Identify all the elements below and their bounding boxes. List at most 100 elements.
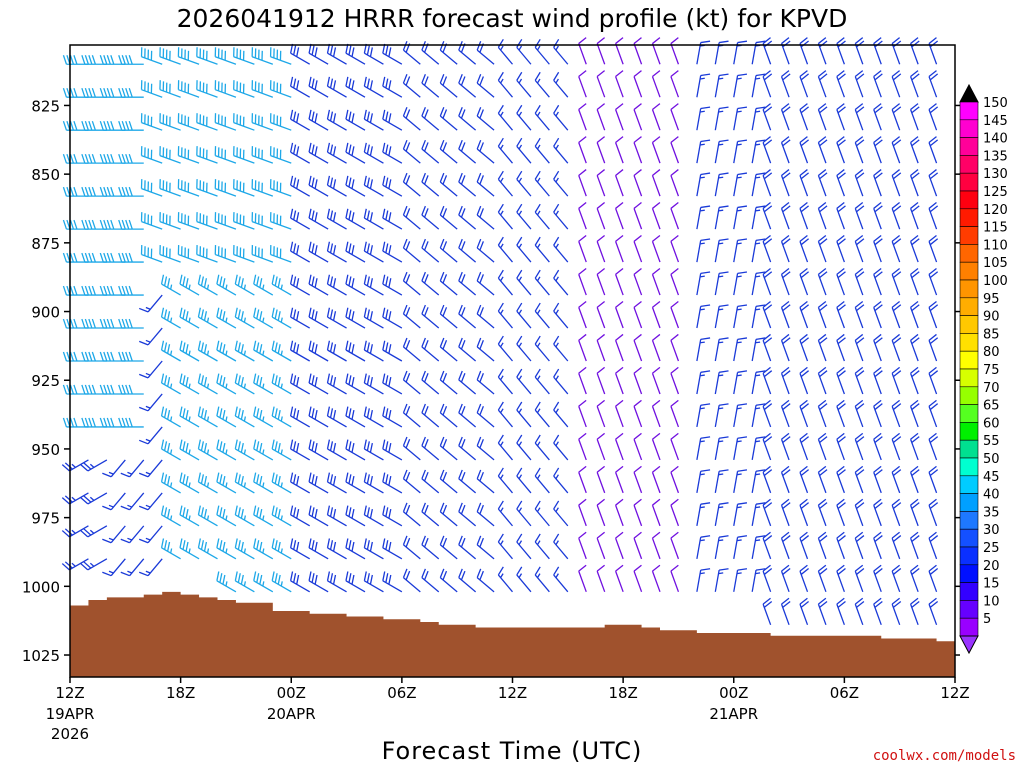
- colorbar-swatch: [959, 511, 979, 530]
- wind-barb-shaft: [553, 112, 569, 131]
- wind-barb-shaft: [836, 406, 845, 428]
- colorbar-label: 115: [983, 221, 1008, 236]
- wind-barb-feather: [670, 399, 679, 407]
- wind-barb-feather: [837, 40, 846, 48]
- wind-barb-feather: [633, 234, 642, 242]
- wind-barb: [118, 186, 144, 197]
- wind-barb-half-feather: [718, 176, 724, 179]
- wind-barb: [476, 535, 495, 560]
- wind-barb: [780, 70, 791, 98]
- wind-barb: [253, 340, 274, 362]
- wind-barb-feather: [84, 417, 89, 428]
- wind-barb-shaft: [497, 574, 513, 593]
- wind-barb-feather: [405, 405, 411, 416]
- wind-barb-shaft: [364, 85, 384, 98]
- wind-barb-half-feather: [736, 242, 742, 245]
- wind-barb-feather: [293, 507, 297, 517]
- wind-barb-feather: [800, 502, 810, 509]
- wind-barb-feather: [103, 351, 108, 362]
- wind-barb-half-feather: [699, 77, 705, 80]
- wind-barb-feather: [652, 234, 661, 242]
- wind-barb: [714, 106, 729, 131]
- wind-barb-shaft: [497, 46, 513, 65]
- wind-barb: [234, 505, 255, 527]
- wind-barb-feather: [856, 238, 865, 246]
- wind-barb-shaft: [234, 580, 255, 593]
- wind-barb-feather: [405, 241, 411, 251]
- wind-barb-feather: [615, 465, 624, 473]
- wind-barb-shaft: [476, 82, 495, 98]
- wind-barb: [326, 571, 347, 593]
- wind-barb-feather: [873, 37, 882, 45]
- wind-barb-feather: [755, 469, 766, 472]
- wind-barb-feather: [293, 210, 297, 220]
- wind-barb-feather: [423, 438, 429, 449]
- wind-barb-feather: [311, 78, 315, 89]
- wind-barb-feather: [259, 278, 263, 288]
- wind-barb-feather: [366, 45, 370, 56]
- wind-barb-half-feather: [718, 209, 724, 212]
- wind-barb-feather: [719, 469, 729, 472]
- colorbar-swatch: [959, 101, 979, 121]
- wind-barb: [516, 104, 532, 131]
- wind-barb-feather: [388, 311, 392, 321]
- wind-barb-feather: [73, 351, 78, 362]
- wind-barb: [928, 267, 939, 296]
- wind-barb-feather: [332, 146, 337, 156]
- wind-barb: [382, 241, 403, 263]
- wind-barb-feather: [234, 571, 238, 581]
- wind-barb-feather: [516, 236, 523, 246]
- wind-barb: [476, 271, 495, 296]
- wind-barb-feather: [578, 70, 587, 78]
- wind-barb-feather: [700, 271, 711, 275]
- wind-barb: [159, 113, 181, 131]
- wind-barb: [382, 538, 403, 560]
- wind-barb: [234, 538, 255, 560]
- wind-barb-feather: [332, 113, 337, 123]
- wind-barb-shaft: [751, 306, 757, 329]
- colorbar-swatch: [959, 333, 979, 352]
- wind-barb: [909, 169, 920, 197]
- wind-barb: [80, 492, 108, 505]
- wind-barb-feather: [578, 531, 587, 539]
- wind-barb-feather: [103, 384, 108, 395]
- wind-barb-shaft: [670, 439, 680, 461]
- wind-barb-shaft: [817, 504, 827, 527]
- wind-barb-shaft: [836, 274, 845, 296]
- wind-barb: [553, 368, 569, 395]
- wind-barb-shaft: [497, 244, 513, 263]
- wind-barb-feather: [891, 333, 900, 341]
- wind-barb: [326, 538, 347, 560]
- wind-barb-feather: [363, 208, 367, 219]
- wind-barb-feather: [329, 507, 334, 517]
- wind-barb: [733, 139, 748, 164]
- wind-barb-feather: [615, 531, 624, 539]
- wind-barb: [714, 139, 729, 164]
- wind-barb-shaft: [69, 558, 89, 571]
- credit-link[interactable]: coolwx.com/models: [873, 748, 1016, 764]
- wind-barb-shaft: [762, 307, 772, 329]
- wind-barb-shaft: [553, 310, 569, 329]
- wind-barb-feather: [402, 205, 408, 216]
- wind-barb-half-feather: [555, 441, 559, 447]
- wind-barb-feather: [781, 564, 790, 572]
- wind-barb-shaft: [854, 142, 864, 164]
- wind-barb-feather: [332, 574, 337, 585]
- wind-barb-feather: [476, 271, 482, 282]
- wind-barb-feather: [69, 318, 75, 329]
- wind-barb: [363, 241, 384, 263]
- wind-barb-half-feather: [755, 143, 761, 146]
- wind-barb-shaft: [308, 349, 329, 362]
- wind-barb: [102, 525, 126, 544]
- wind-barb-feather: [819, 304, 828, 312]
- wind-barb: [179, 307, 200, 329]
- wind-barb-feather: [121, 384, 126, 395]
- wind-barb: [670, 300, 680, 329]
- wind-barb: [363, 109, 384, 131]
- colorbar-swatch: [959, 493, 979, 512]
- colorbar-swatch: [959, 617, 979, 637]
- wind-barb-half-feather: [699, 341, 705, 344]
- wind-barb-half-feather: [736, 143, 742, 146]
- wind-barb-feather: [138, 373, 149, 379]
- wind-barb-feather: [799, 399, 808, 407]
